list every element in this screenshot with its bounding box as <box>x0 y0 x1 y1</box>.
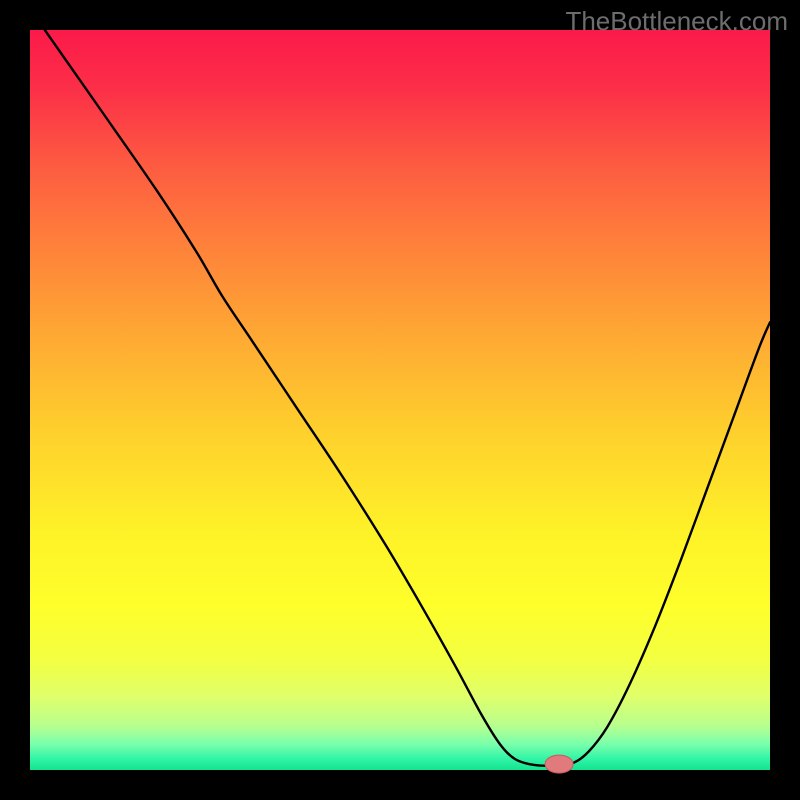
bottleneck-chart <box>0 0 800 800</box>
plot-area <box>30 30 770 770</box>
watermark-text: TheBottleneck.com <box>565 6 788 37</box>
optimal-point-marker <box>545 755 573 773</box>
chart-container: TheBottleneck.com <box>0 0 800 800</box>
